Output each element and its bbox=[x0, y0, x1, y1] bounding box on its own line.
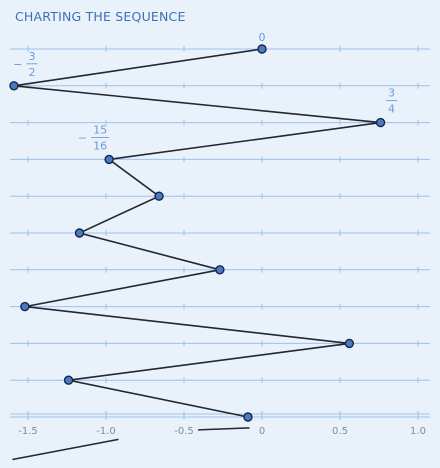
point-label-numerator: 15 bbox=[93, 123, 107, 136]
x-tick-label: 1.0 bbox=[410, 426, 426, 437]
tick-marks bbox=[27, 46, 419, 420]
sequence-point[interactable] bbox=[375, 117, 386, 128]
point-label: 3 2− bbox=[13, 50, 38, 79]
sequence-point[interactable] bbox=[9, 81, 19, 91]
x-tick-label: 0 bbox=[259, 426, 265, 437]
sequence-point[interactable] bbox=[63, 375, 74, 385]
sequence-point[interactable] bbox=[20, 301, 30, 312]
point-label: 34 bbox=[386, 87, 398, 116]
x-tick-label: 0.5 bbox=[332, 426, 348, 437]
x-tick-label: -1.5 bbox=[18, 426, 38, 437]
sequence-points bbox=[9, 44, 386, 422]
sequence-point[interactable] bbox=[74, 228, 85, 238]
sequence-tail-segment bbox=[198, 427, 250, 431]
sequence-point[interactable] bbox=[344, 338, 355, 349]
sequence-tail-line bbox=[12, 438, 119, 461]
sequence-point[interactable] bbox=[257, 44, 267, 54]
chart-title: CHARTING THE SEQUENCE bbox=[15, 9, 186, 24]
sequence-point[interactable] bbox=[243, 412, 253, 422]
point-label-denominator: 4 bbox=[388, 103, 395, 116]
sequence-point[interactable] bbox=[215, 265, 225, 275]
x-tick-label: -1.0 bbox=[96, 426, 116, 437]
point-label-value: 0 bbox=[259, 31, 266, 44]
point-label-sign: − bbox=[13, 58, 22, 71]
sequence-point[interactable] bbox=[104, 154, 114, 165]
x-tick-labels: -1.5 -1.0 -0.5 0 0.5 1.0 bbox=[18, 426, 426, 437]
x-tick-label: -0.5 bbox=[174, 426, 194, 437]
point-label-numerator: 3 bbox=[388, 87, 395, 100]
grid-lines bbox=[10, 48, 430, 418]
point-label-denominator: 16 bbox=[93, 139, 107, 152]
point-label: 15 16− bbox=[78, 123, 110, 152]
point-label-numerator: 3 bbox=[28, 50, 35, 63]
point-label-sign: − bbox=[78, 131, 87, 144]
point-label-denominator: 2 bbox=[28, 66, 35, 79]
point-label: 0 bbox=[259, 31, 266, 44]
sequence-point[interactable] bbox=[154, 191, 164, 201]
